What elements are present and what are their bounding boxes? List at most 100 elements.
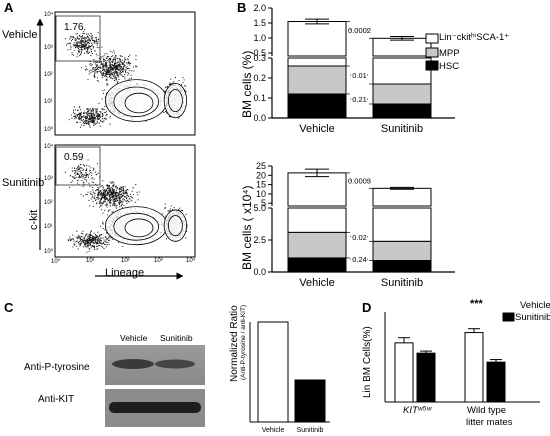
c-xlabel-1: Sunitinib: [297, 427, 324, 434]
b-bot-bar-0-seg-0: [287, 257, 347, 273]
d-group-wildtype: Wild type: [467, 405, 507, 416]
b-bot-bar-1-seg-1: [372, 240, 432, 261]
c-bar-1: [294, 379, 326, 423]
b-bot-ytick-label-low-0: 0.0: [253, 267, 266, 277]
legend-mpp-swatch: [425, 47, 439, 58]
b-top-ytick-label-low-0: 0.0: [253, 113, 266, 123]
panel-b-label: B: [237, 0, 247, 15]
ckit-tick-0-2: 10²: [44, 72, 53, 78]
b-bot-bar-1-seg-2: [372, 187, 432, 207]
b-bot-bar-0-seg-lower-2: [287, 207, 347, 233]
b-top-xlabel-0: Vehicle: [299, 123, 334, 135]
d-group-littermates: litter mates: [466, 417, 513, 428]
b-bot-ytick-label-low-2: 5.0: [253, 203, 266, 213]
b-bot-xlabel-0: Vehicle: [299, 277, 334, 289]
b-top-bar-0-seg-2: [287, 21, 347, 57]
b-bot-bar-1-seg-0: [372, 259, 432, 273]
b-bottom-ylabel: BM cells ( x10⁴): [240, 185, 254, 270]
legend-mpp-label: MPP: [439, 48, 460, 59]
b-bot-ytick-label-up-4: 25: [256, 161, 266, 171]
ckit-tick-1-4: 10⁴: [44, 144, 54, 150]
d-legend-sunitinib-label: Sunitinib: [515, 312, 550, 323]
lin-bm-chart: [384, 312, 540, 403]
d-significance: ***: [470, 298, 483, 310]
gate-percent-vehicle: 1.76: [64, 22, 84, 33]
b-top-bar-1-seg-lower-2: [372, 57, 432, 85]
b-bot-ytick-label-up-1: 10: [256, 189, 266, 199]
d-legend-vehicle-label: Vehicle: [520, 300, 550, 311]
panel-c-label: C: [4, 300, 14, 315]
ckit-tick-1-0: 10⁰: [44, 249, 54, 255]
b-bot-ytick-label-up-0: 5: [261, 198, 266, 208]
b-bot-bar-1-seg-lower-2: [372, 207, 432, 242]
b-bot-pvalue-0: 0.0003: [348, 177, 371, 186]
b-top-ytick-label-up-1: 1.0: [253, 33, 266, 43]
b-bot-ytick-label-low-1: 2.5: [253, 235, 266, 245]
stacked-bar-charts: 0.0 0.1 0.2 0.30.5 1.0 1.5 2.0 Vehicle Sunitinib…: [253, 3, 455, 289]
lane-label-vehicle: Vehicle: [120, 333, 148, 343]
b-top-pvalue-2: 0.21: [352, 95, 367, 104]
ckit-tick-0-4: 10⁴: [44, 12, 54, 18]
panel-a-label: A: [4, 0, 14, 15]
b-top-pvalue-1: 0.01: [352, 71, 367, 80]
c-ylabel-sub: (Anti-P-tyrosine / anti-KIT): [240, 304, 247, 380]
b-top-xlabel-1: Sunitinib: [381, 123, 423, 135]
b-bot-bar-0-seg-1: [287, 231, 347, 259]
blot-label-p-tyrosine: Anti-P-tyrosine: [24, 362, 90, 373]
lineage-tick-3: 10³: [154, 258, 163, 264]
flow-plot-sunitinib: [54, 144, 196, 258]
b-top-ytick-label-low-1: 0.1: [253, 93, 266, 103]
b-top-bar-1-seg-1: [372, 83, 432, 105]
legend-lsk-label: Lin⁻ckitʰⁱSCA-1⁺: [439, 32, 510, 43]
c-ylabel: Normalized Ratio: [229, 305, 240, 382]
d-bar-1-0: [464, 332, 484, 403]
ckit-tick-1-1: 10¹: [44, 224, 53, 230]
d-bar-1-1: [486, 361, 506, 403]
ckit-tick-1-2: 10²: [44, 200, 53, 206]
b-bot-ytick-label-up-2: 15: [256, 180, 266, 190]
b-top-bar-0-seg-lower-2: [287, 57, 347, 67]
d-bar-0-1: [416, 352, 436, 403]
ckit-tick-1-3: 10³: [44, 176, 53, 182]
d-bar-0-0: [394, 342, 414, 403]
ckit-tick-0-1: 10¹: [44, 99, 53, 105]
lane-label-sunitinib: Sunitinib: [160, 333, 193, 343]
b-top-pvalue-0: 0.0002: [348, 26, 371, 35]
flow-plot-vehicle: [54, 11, 196, 136]
gate-percent-sunitinib: 0.59: [64, 152, 84, 163]
normalized-ratio-chart: Vehicle Sunitinib: [249, 321, 330, 434]
ckit-tick-0-3: 10³: [44, 45, 53, 51]
western-blot-image: [105, 345, 205, 427]
band-kit: [109, 402, 201, 413]
b-top-bar-0-seg-0: [287, 93, 347, 119]
lineage-tick-2: 10²: [121, 258, 130, 264]
b-top-ylabel: BM cells (%): [240, 50, 254, 118]
b-bot-pvalue-1: 0.02: [352, 233, 367, 242]
blot-label-kit: Anti-KIT: [38, 394, 75, 405]
b-top-ytick-label-up-2: 1.5: [253, 18, 266, 28]
b-bot-xlabel-1: Sunitinib: [381, 277, 423, 289]
b-top-ytick-label-up-3: 2.0: [253, 3, 266, 13]
b-bot-ytick-label-up-3: 20: [256, 170, 266, 180]
b-top-ytick-label-up-0: 0.5: [253, 48, 266, 58]
band-ptyr-sunitinib: [155, 359, 195, 369]
legend-hsc-label: HSC: [439, 61, 460, 72]
panel-d-label: D: [362, 300, 372, 315]
gate-box-vehicle: [55, 15, 101, 62]
legend-lsk-swatch: [425, 33, 439, 44]
flow-row-label-sunitinib: Sunitinib: [2, 177, 45, 189]
d-legend-sunitinib-swatch: [502, 312, 515, 322]
d-ylabel: Lin BM Cells(%): [362, 326, 373, 398]
gate-box-sunitinib: [55, 146, 101, 186]
flow-row-label-vehicle: Vehicle: [2, 29, 38, 41]
b-top-bar-1-seg-0: [372, 103, 432, 119]
b-top-bar-1-seg-2: [372, 37, 432, 57]
c-xlabel-0: Vehicle: [262, 427, 285, 434]
b-top-ytick-label-low-2: 0.2: [253, 73, 266, 83]
ckit-tick-0-0: 10⁰: [44, 127, 54, 133]
lineage-tick-4: 10⁴: [186, 258, 196, 264]
b-bot-bar-0-seg-2: [287, 172, 347, 207]
lineage-tick-0: 10⁰: [51, 259, 61, 265]
flow-cytometry-plots: [36, 11, 196, 280]
d-group-kit: KITʷ⁵ʷ: [403, 405, 432, 416]
